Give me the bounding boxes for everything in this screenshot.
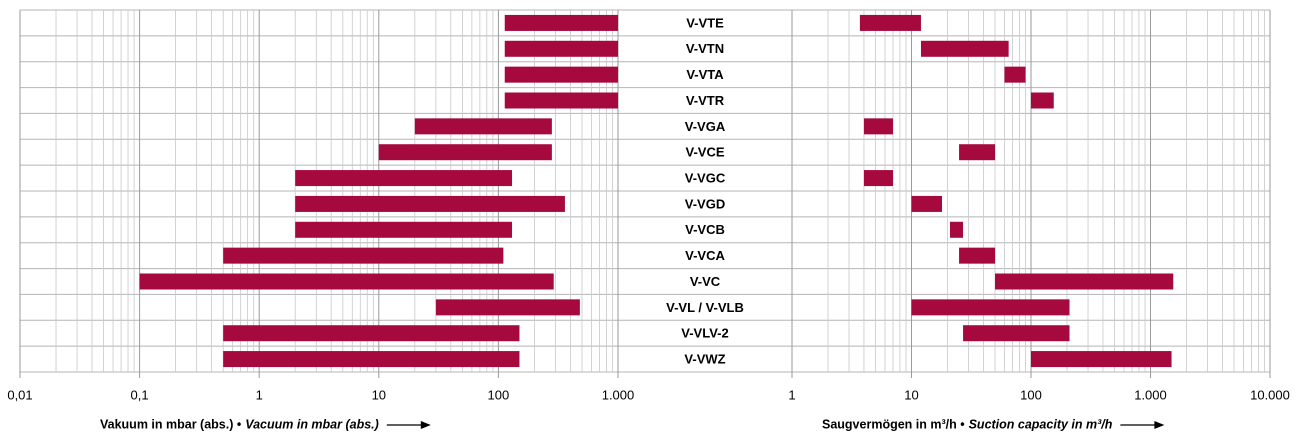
category-label: V-VTR	[686, 93, 725, 108]
x-tick-label: 1	[256, 387, 263, 402]
x-tick-label: 100	[1020, 387, 1042, 402]
arrow-head	[420, 421, 431, 429]
range-bar	[223, 247, 504, 264]
x-tick-label: 100	[488, 387, 510, 402]
range-bar	[863, 170, 893, 187]
range-bar	[223, 325, 520, 342]
range-bar	[1031, 92, 1054, 109]
range-bar	[295, 170, 513, 187]
labels: 0,01 0,1 1 10 100 1.000 Vakuum in mbar (abs.) …	[7, 15, 1290, 431]
range-bar	[504, 40, 618, 57]
range-bar	[1004, 66, 1026, 83]
category-label: V-VTA	[686, 67, 724, 82]
range-bar	[995, 273, 1174, 290]
range-bar	[920, 40, 1009, 57]
range-bar	[435, 299, 580, 316]
range-bar	[950, 221, 964, 238]
range-bar	[911, 299, 1070, 316]
category-label: V-VGC	[685, 171, 726, 186]
range-bar	[859, 14, 921, 31]
x-tick-label: 0,01	[7, 387, 32, 402]
category-label: V-VCA	[685, 248, 725, 263]
range-bar	[295, 195, 565, 212]
range-bar	[223, 351, 520, 368]
x-tick-label: 10.000	[1250, 387, 1290, 402]
range-bar	[504, 14, 618, 31]
category-label: V-VGA	[685, 119, 726, 134]
x-axis-label-en: Vacuum in mbar (abs.)	[245, 417, 379, 431]
category-label: V-VWZ	[684, 352, 725, 367]
range-bar	[1031, 351, 1172, 368]
x-axis-label: Saugvermögen in m³/h •	[822, 417, 965, 431]
range-bar	[863, 118, 893, 135]
range-bar	[911, 195, 943, 212]
range-bar	[378, 144, 552, 161]
range-bar	[295, 221, 513, 238]
category-label: V-VLV-2	[681, 326, 728, 341]
range-bar	[963, 325, 1070, 342]
category-label: V-VCE	[685, 145, 724, 160]
range-bar	[504, 92, 618, 109]
x-tick-label: 1	[788, 387, 795, 402]
x-tick-label: 10	[372, 387, 386, 402]
grid	[19, 9, 1271, 378]
category-label: V-VTN	[686, 41, 724, 56]
range-bar	[959, 144, 996, 161]
x-tick-label: 1.000	[602, 387, 635, 402]
bars	[139, 14, 1174, 368]
arrow-head	[1154, 421, 1165, 429]
category-label: V-VCB	[685, 222, 725, 237]
category-label: V-VL / V-VLB	[666, 300, 744, 315]
x-tick-label: 1.000	[1134, 387, 1167, 402]
range-bar	[959, 247, 996, 264]
range-bar	[504, 66, 618, 83]
category-label: V-VGD	[685, 196, 725, 211]
range-bar	[414, 118, 552, 135]
range-bar	[139, 273, 554, 290]
x-tick-label: 0,1	[131, 387, 149, 402]
x-tick-label: 10	[904, 387, 918, 402]
x-axis-label-en: Suction capacity in m³/h	[969, 417, 1113, 431]
category-label: V-VC	[690, 274, 721, 289]
x-axis-label: Vakuum in mbar (abs.) •	[100, 417, 241, 431]
category-label: V-VTE	[686, 15, 724, 30]
